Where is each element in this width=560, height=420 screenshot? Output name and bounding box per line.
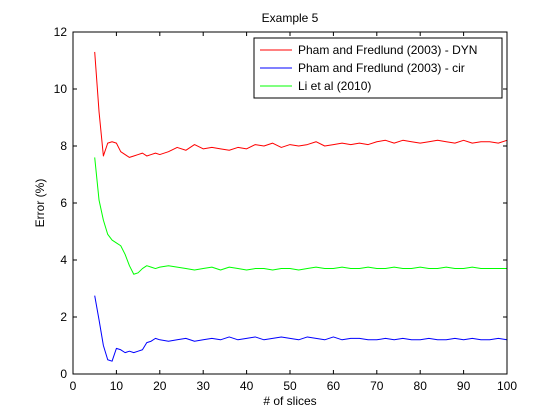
x-tick-label: 10 (110, 379, 124, 393)
y-tick-label: 0 (60, 367, 67, 381)
x-tick-label: 30 (197, 379, 211, 393)
y-tick-label: 2 (60, 310, 67, 324)
y-tick-label: 12 (54, 25, 68, 39)
x-tick-label: 50 (283, 379, 297, 393)
x-tick-label: 100 (497, 379, 517, 393)
x-axis-title: # of slices (263, 394, 316, 408)
legend: Pham and Fredlund (2003) - DYN Pham and F… (254, 38, 502, 98)
x-tick-label: 70 (370, 379, 384, 393)
y-axis-title: Error (%) (33, 179, 47, 228)
x-tick-label: 20 (153, 379, 167, 393)
y-tick-label: 6 (60, 196, 67, 210)
chart-title: Example 5 (262, 11, 319, 25)
y-tick-label: 8 (60, 139, 67, 153)
x-tick-label: 0 (70, 379, 77, 393)
y-tick-label: 4 (60, 253, 67, 267)
x-tick-label: 40 (240, 379, 254, 393)
x-tick-label: 80 (414, 379, 428, 393)
legend-label-1: Pham and Fredlund (2003) - cir (298, 61, 465, 75)
x-tick-label: 90 (457, 379, 471, 393)
y-tick-label: 10 (54, 82, 68, 96)
legend-label-2: Li et al (2010) (298, 79, 371, 93)
x-tick-label: 60 (327, 379, 341, 393)
legend-label-0: Pham and Fredlund (2003) - DYN (298, 43, 477, 57)
